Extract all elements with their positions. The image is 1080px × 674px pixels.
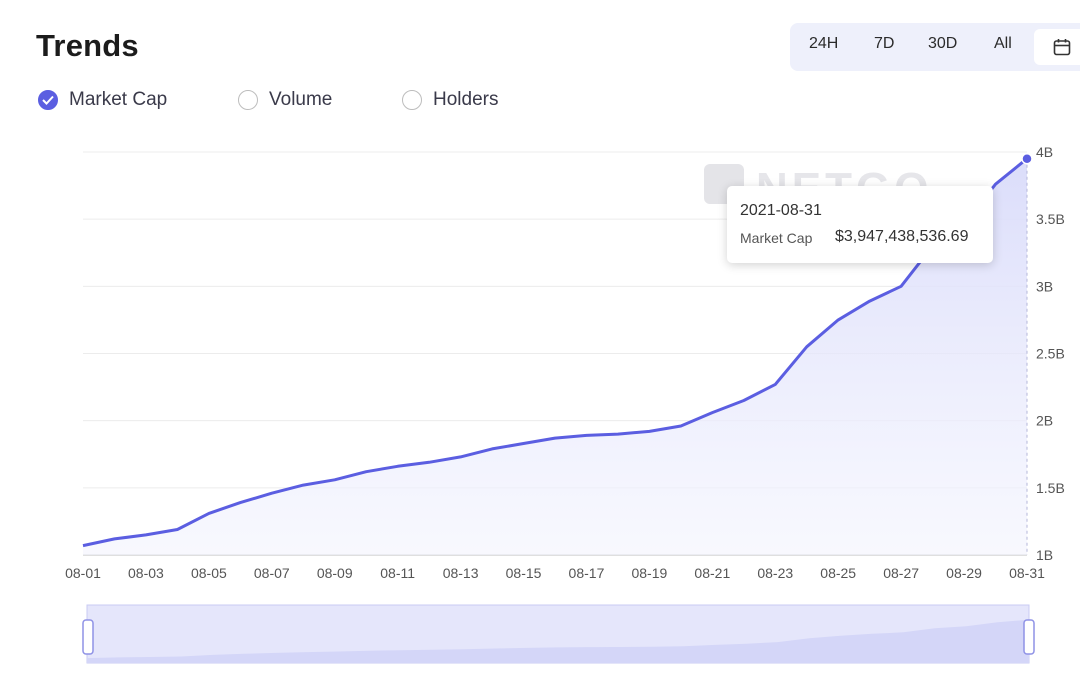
x-tick-label: 08-21 [694,565,730,581]
y-tick-label: 1.5B [1036,480,1065,496]
range-all-button[interactable]: All [994,35,1012,52]
check-icon [42,95,54,105]
checkbox-market-cap[interactable] [38,90,58,110]
y-tick-label: 2.5B [1036,346,1065,362]
range-7d-button[interactable]: 7D [874,35,895,52]
tooltip-date: 2021-08-31 [740,202,822,219]
x-tick-label: 08-03 [128,565,164,581]
metric-market-cap[interactable]: Market Cap [38,87,167,113]
metric-label-market-cap: Market Cap [69,89,168,110]
radio-volume[interactable] [238,90,258,110]
date-picker-button[interactable] [1034,29,1080,65]
x-tick-label: 08-11 [380,565,415,581]
brush-minimap-area [87,619,1029,663]
radio-holders[interactable] [402,90,422,110]
y-tick-label: 3B [1036,278,1053,294]
x-tick-label: 08-07 [254,565,290,581]
x-tick-label: 08-27 [883,565,919,581]
chart-tooltip: 2021-08-31 Market Cap $3,947,438,536.69 [727,186,993,263]
x-tick-label: 08-17 [569,565,605,581]
page-title: Trends [36,28,139,63]
x-tick-label: 08-31 [1009,565,1045,581]
x-tick-label: 08-29 [946,565,982,581]
range-30d-button[interactable]: 30D [928,35,958,52]
tooltip-label: Market Cap [740,230,813,246]
y-tick-label: 3.5B [1036,211,1065,227]
time-range-selector: 24H 7D 30D All [790,23,1080,71]
y-tick-label: 4B [1036,144,1053,160]
active-data-point [1021,152,1033,165]
metric-label-volume: Volume [269,89,333,110]
x-tick-label: 08-23 [757,565,793,581]
x-tick-label: 08-19 [631,565,667,581]
x-tick-label: 08-09 [317,565,353,581]
metric-volume[interactable]: Volume [238,87,332,113]
y-tick-label: 1B [1036,547,1053,563]
metric-holders[interactable]: Holders [402,87,498,113]
series-line-market-cap [82,157,1028,548]
brush-handle-right[interactable] [1023,619,1035,655]
x-tick-label: 08-05 [191,565,227,581]
range-brush[interactable] [82,604,1035,664]
x-tick-label: 08-01 [65,565,101,581]
x-tick-label: 08-15 [506,565,542,581]
y-tick-label: 2B [1036,413,1053,429]
calendar-icon [1053,39,1071,56]
x-tick-label: 08-25 [820,565,856,581]
x-tick-label: 08-13 [443,565,479,581]
brush-handle-left[interactable] [82,619,94,655]
tooltip-value: $3,947,438,536.69 [835,228,969,245]
metric-label-holders: Holders [433,89,499,110]
range-24h-button[interactable]: 24H [809,35,839,52]
area-fill [83,158,1027,555]
